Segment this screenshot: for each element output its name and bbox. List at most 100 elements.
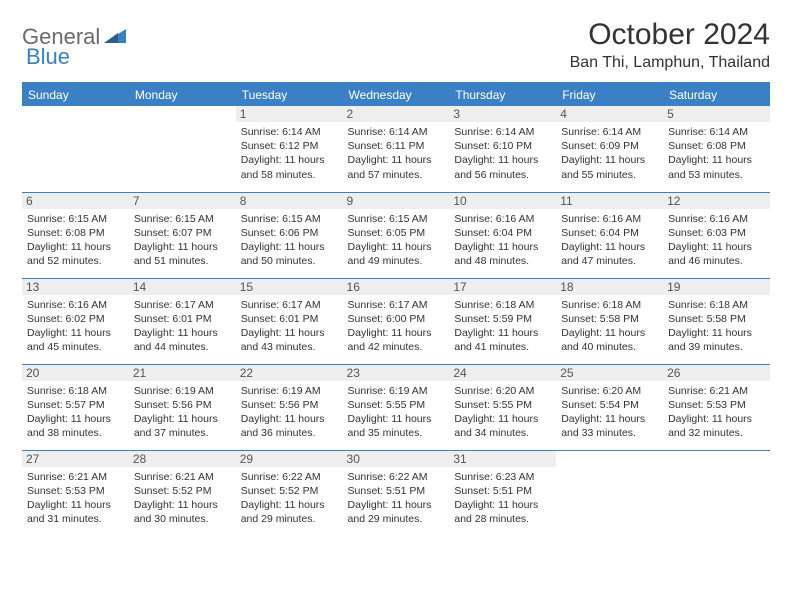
day-info: Sunrise: 6:14 AMSunset: 6:08 PMDaylight:… bbox=[668, 125, 765, 182]
calendar-cell: 4 Sunrise: 6:14 AMSunset: 6:09 PMDaylight… bbox=[556, 106, 663, 192]
day-number: 21 bbox=[129, 365, 236, 381]
day-number: 14 bbox=[129, 279, 236, 295]
calendar-cell-empty bbox=[663, 450, 770, 536]
day-number: 19 bbox=[663, 279, 770, 295]
day-number: 28 bbox=[129, 451, 236, 467]
calendar-cell: 22 Sunrise: 6:19 AMSunset: 5:56 PMDayligh… bbox=[236, 364, 343, 450]
day-info: Sunrise: 6:19 AMSunset: 5:56 PMDaylight:… bbox=[134, 384, 231, 441]
logo-text-blue: Blue bbox=[26, 44, 70, 69]
day-number: 12 bbox=[663, 193, 770, 209]
calendar-cell: 21 Sunrise: 6:19 AMSunset: 5:56 PMDayligh… bbox=[129, 364, 236, 450]
calendar-cell-empty bbox=[129, 106, 236, 192]
day-number: 11 bbox=[556, 193, 663, 209]
calendar-cell: 14 Sunrise: 6:17 AMSunset: 6:01 PMDayligh… bbox=[129, 278, 236, 364]
day-info: Sunrise: 6:21 AMSunset: 5:52 PMDaylight:… bbox=[134, 470, 231, 527]
day-info: Sunrise: 6:18 AMSunset: 5:57 PMDaylight:… bbox=[27, 384, 124, 441]
day-info: Sunrise: 6:17 AMSunset: 6:00 PMDaylight:… bbox=[348, 298, 445, 355]
day-info: Sunrise: 6:22 AMSunset: 5:51 PMDaylight:… bbox=[348, 470, 445, 527]
day-number: 2 bbox=[343, 106, 450, 122]
day-info: Sunrise: 6:15 AMSunset: 6:05 PMDaylight:… bbox=[348, 212, 445, 269]
calendar-cell: 19 Sunrise: 6:18 AMSunset: 5:58 PMDayligh… bbox=[663, 278, 770, 364]
day-number: 7 bbox=[129, 193, 236, 209]
day-info: Sunrise: 6:15 AMSunset: 6:07 PMDaylight:… bbox=[134, 212, 231, 269]
calendar-cell: 10Sunrise: 6:16 AMSunset: 6:04 PMDayligh… bbox=[449, 192, 556, 278]
day-info: Sunrise: 6:16 AMSunset: 6:03 PMDaylight:… bbox=[668, 212, 765, 269]
calendar-cell: 20 Sunrise: 6:18 AMSunset: 5:57 PMDayligh… bbox=[22, 364, 129, 450]
calendar-cell: 9 Sunrise: 6:15 AMSunset: 6:05 PMDaylight… bbox=[343, 192, 450, 278]
day-info: Sunrise: 6:14 AMSunset: 6:11 PMDaylight:… bbox=[348, 125, 445, 182]
day-info: Sunrise: 6:16 AMSunset: 6:04 PMDaylight:… bbox=[454, 212, 551, 269]
day-number: 22 bbox=[236, 365, 343, 381]
weekday-header: Friday bbox=[556, 83, 663, 106]
calendar-cell: 6Sunrise: 6:15 AMSunset: 6:08 PMDaylight… bbox=[22, 192, 129, 278]
day-info: Sunrise: 6:22 AMSunset: 5:52 PMDaylight:… bbox=[241, 470, 338, 527]
calendar-cell: 29 Sunrise: 6:22 AMSunset: 5:52 PMDayligh… bbox=[236, 450, 343, 536]
day-number: 1 bbox=[236, 106, 343, 122]
day-number: 4 bbox=[556, 106, 663, 122]
day-number: 13 bbox=[22, 279, 129, 295]
calendar-cell: 23 Sunrise: 6:19 AMSunset: 5:55 PMDayligh… bbox=[343, 364, 450, 450]
calendar-cell-empty bbox=[22, 106, 129, 192]
day-info: Sunrise: 6:21 AMSunset: 5:53 PMDaylight:… bbox=[27, 470, 124, 527]
day-info: Sunrise: 6:16 AMSunset: 6:02 PMDaylight:… bbox=[27, 298, 124, 355]
calendar-cell: 11 Sunrise: 6:16 AMSunset: 6:04 PMDayligh… bbox=[556, 192, 663, 278]
calendar-cell: 8 Sunrise: 6:15 AMSunset: 6:06 PMDaylight… bbox=[236, 192, 343, 278]
day-info: Sunrise: 6:20 AMSunset: 5:55 PMDaylight:… bbox=[454, 384, 551, 441]
weekday-header: Saturday bbox=[663, 83, 770, 106]
logo-triangle-icon bbox=[104, 27, 126, 48]
day-number: 30 bbox=[343, 451, 450, 467]
calendar-body: 1 Sunrise: 6:14 AMSunset: 6:12 PMDaylight… bbox=[22, 106, 770, 536]
day-number: 5 bbox=[663, 106, 770, 122]
day-info: Sunrise: 6:15 AMSunset: 6:06 PMDaylight:… bbox=[241, 212, 338, 269]
calendar-cell-empty bbox=[556, 450, 663, 536]
day-number: 20 bbox=[22, 365, 129, 381]
day-number: 25 bbox=[556, 365, 663, 381]
day-number: 23 bbox=[343, 365, 450, 381]
day-info: Sunrise: 6:16 AMSunset: 6:04 PMDaylight:… bbox=[561, 212, 658, 269]
calendar-cell: 13 Sunrise: 6:16 AMSunset: 6:02 PMDayligh… bbox=[22, 278, 129, 364]
calendar-cell: 26Sunrise: 6:21 AMSunset: 5:53 PMDayligh… bbox=[663, 364, 770, 450]
calendar-cell: 15Sunrise: 6:17 AMSunset: 6:01 PMDayligh… bbox=[236, 278, 343, 364]
calendar-cell: 27Sunrise: 6:21 AMSunset: 5:53 PMDayligh… bbox=[22, 450, 129, 536]
weekday-header: Tuesday bbox=[236, 83, 343, 106]
calendar-row: 1 Sunrise: 6:14 AMSunset: 6:12 PMDaylight… bbox=[22, 106, 770, 192]
calendar-cell: 25Sunrise: 6:20 AMSunset: 5:54 PMDayligh… bbox=[556, 364, 663, 450]
day-info: Sunrise: 6:17 AMSunset: 6:01 PMDaylight:… bbox=[134, 298, 231, 355]
day-number: 9 bbox=[343, 193, 450, 209]
day-info: Sunrise: 6:19 AMSunset: 5:55 PMDaylight:… bbox=[348, 384, 445, 441]
calendar-cell: 1 Sunrise: 6:14 AMSunset: 6:12 PMDaylight… bbox=[236, 106, 343, 192]
calendar-cell: 2 Sunrise: 6:14 AMSunset: 6:11 PMDaylight… bbox=[343, 106, 450, 192]
calendar-row: 13 Sunrise: 6:16 AMSunset: 6:02 PMDayligh… bbox=[22, 278, 770, 364]
day-number: 29 bbox=[236, 451, 343, 467]
day-info: Sunrise: 6:18 AMSunset: 5:58 PMDaylight:… bbox=[668, 298, 765, 355]
weekday-header: Thursday bbox=[449, 83, 556, 106]
day-info: Sunrise: 6:19 AMSunset: 5:56 PMDaylight:… bbox=[241, 384, 338, 441]
calendar-cell: 28 Sunrise: 6:21 AMSunset: 5:52 PMDayligh… bbox=[129, 450, 236, 536]
calendar-cell: 3Sunrise: 6:14 AMSunset: 6:10 PMDaylight… bbox=[449, 106, 556, 192]
title-block: October 2024 Ban Thi, Lamphun, Thailand bbox=[570, 18, 770, 72]
day-number: 26 bbox=[663, 365, 770, 381]
day-number: 18 bbox=[556, 279, 663, 295]
calendar-cell: 17Sunrise: 6:18 AMSunset: 5:59 PMDayligh… bbox=[449, 278, 556, 364]
day-info: Sunrise: 6:18 AMSunset: 5:59 PMDaylight:… bbox=[454, 298, 551, 355]
calendar-cell: 16 Sunrise: 6:17 AMSunset: 6:00 PMDayligh… bbox=[343, 278, 450, 364]
day-number: 6 bbox=[22, 193, 129, 209]
day-number: 24 bbox=[449, 365, 556, 381]
logo-text-blue-wrap: Blue bbox=[26, 44, 70, 70]
calendar-cell: 7 Sunrise: 6:15 AMSunset: 6:07 PMDaylight… bbox=[129, 192, 236, 278]
day-info: Sunrise: 6:14 AMSunset: 6:09 PMDaylight:… bbox=[561, 125, 658, 182]
weekday-header: Sunday bbox=[22, 83, 129, 106]
calendar-cell: 5 Sunrise: 6:14 AMSunset: 6:08 PMDaylight… bbox=[663, 106, 770, 192]
day-number: 3 bbox=[449, 106, 556, 122]
page-title: October 2024 bbox=[570, 18, 770, 52]
weekday-header: Wednesday bbox=[343, 83, 450, 106]
location-subtitle: Ban Thi, Lamphun, Thailand bbox=[570, 54, 770, 72]
day-info: Sunrise: 6:14 AMSunset: 6:12 PMDaylight:… bbox=[241, 125, 338, 182]
day-number: 8 bbox=[236, 193, 343, 209]
calendar-cell: 24 Sunrise: 6:20 AMSunset: 5:55 PMDayligh… bbox=[449, 364, 556, 450]
header: General October 2024 Ban Thi, Lamphun, T… bbox=[22, 18, 770, 72]
calendar-cell: 18Sunrise: 6:18 AMSunset: 5:58 PMDayligh… bbox=[556, 278, 663, 364]
day-number: 16 bbox=[343, 279, 450, 295]
calendar-row: 6Sunrise: 6:15 AMSunset: 6:08 PMDaylight… bbox=[22, 192, 770, 278]
calendar-cell: 12 Sunrise: 6:16 AMSunset: 6:03 PMDayligh… bbox=[663, 192, 770, 278]
